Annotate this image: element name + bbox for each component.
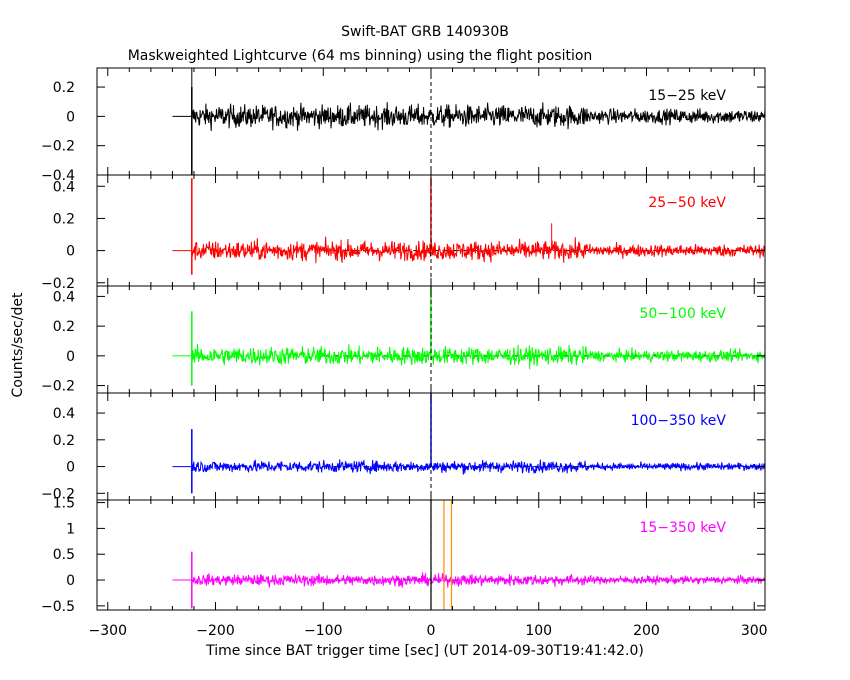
y-tick-label: 1 <box>66 521 75 537</box>
y-tick-label: −0.2 <box>41 486 75 502</box>
x-axis-label: Time since BAT trigger time [sec] (UT 20… <box>205 643 644 659</box>
lightcurve-series <box>191 572 766 588</box>
panel-energy-label: 15−350 keV <box>639 520 726 536</box>
y-tick-label: −0.4 <box>41 168 75 184</box>
x-tick-label: −100 <box>304 623 342 639</box>
y-tick-label: 0.2 <box>53 319 75 335</box>
panels-group: −0.4 −0.2 0 0.2 15−25 keV −0.2 0 0.2 0.4 25−50 ke… <box>41 67 768 639</box>
y-tick-label: 0 <box>66 460 75 476</box>
panel-energy-label: 25−50 keV <box>648 195 726 211</box>
y-tick-label: −0.2 <box>41 379 75 395</box>
y-tick-label: 0.5 <box>53 547 75 563</box>
x-tick-label: 100 <box>525 623 552 639</box>
chart-subtitle: Maskweighted Lightcurve (64 ms binning) … <box>128 48 593 64</box>
x-tick-label: 0 <box>427 623 436 639</box>
y-tick-label: 0.2 <box>53 211 75 227</box>
y-tick-label: −0.2 <box>41 276 75 292</box>
y-tick-label: 0 <box>66 109 75 125</box>
y-tick-label: −0.2 <box>41 139 75 155</box>
panel-energy-label: 15−25 keV <box>648 88 726 104</box>
lightcurve-series <box>191 459 766 475</box>
y-axis-label: Counts/sec/det <box>10 292 26 397</box>
panel-energy-label: 100−350 keV <box>631 413 727 429</box>
y-tick-label: 0.4 <box>53 289 75 305</box>
y-tick-label: 0 <box>66 349 75 365</box>
y-tick-label: 0.2 <box>53 80 75 96</box>
lightcurve-series <box>191 102 766 132</box>
y-tick-label: 0.4 <box>53 179 75 195</box>
lightcurve-series <box>191 343 766 370</box>
x-tick-label: 200 <box>633 623 660 639</box>
y-tick-label: 0.2 <box>53 433 75 449</box>
chart-title: Swift-BAT GRB 140930B <box>341 24 509 40</box>
panel-energy-label: 50−100 keV <box>639 306 726 322</box>
lightcurve-series <box>191 236 766 264</box>
y-tick-label: −0.5 <box>41 599 75 615</box>
x-tick-label: −200 <box>196 623 234 639</box>
y-tick-label: 1.5 <box>53 496 75 512</box>
x-tick-label: −300 <box>89 623 127 639</box>
y-tick-label: 0.4 <box>53 406 75 422</box>
y-tick-label: 0 <box>66 244 75 260</box>
x-tick-label: 300 <box>741 623 768 639</box>
y-tick-label: 0 <box>66 573 75 589</box>
